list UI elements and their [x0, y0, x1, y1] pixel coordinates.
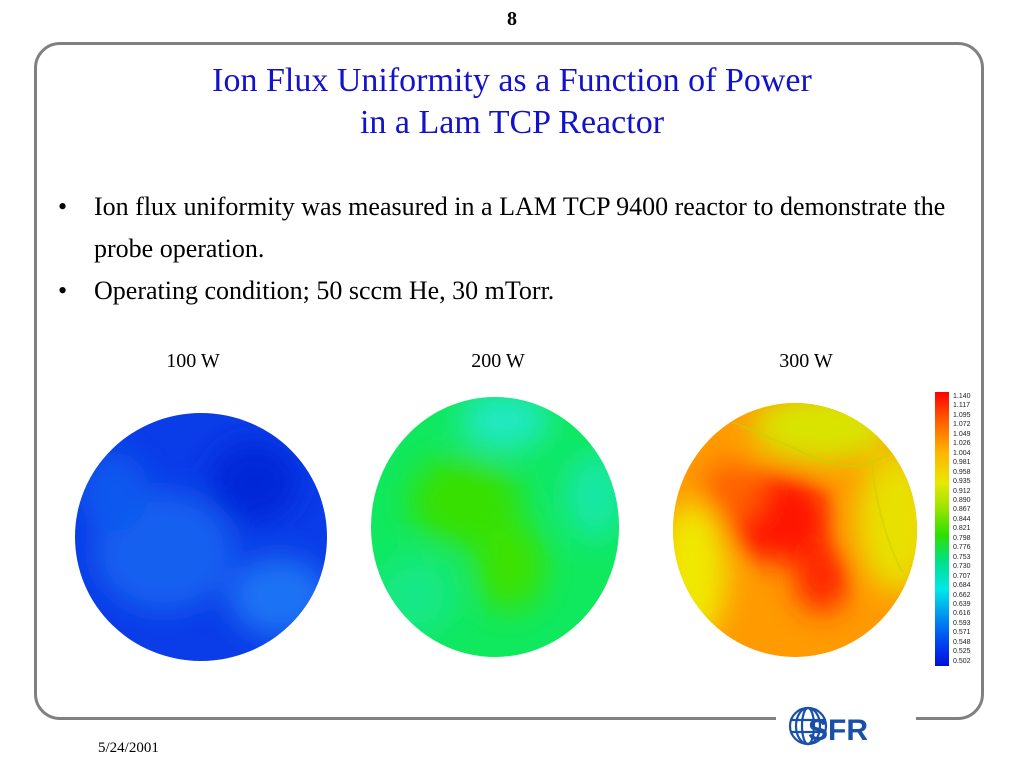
slide-frame — [34, 42, 984, 720]
color-scale-tick: 0.548 — [953, 638, 971, 646]
color-scale-tick: 0.935 — [953, 478, 971, 486]
title-line-1: Ion Flux Uniformity as a Function of Pow… — [212, 62, 812, 99]
color-scale-tick: 0.525 — [953, 648, 971, 656]
color-scale-tick: 0.593 — [953, 619, 971, 627]
panel-label-100w: 100 W — [166, 350, 220, 372]
color-scale-tick: 1.004 — [953, 449, 971, 457]
color-scale-tick: 0.821 — [953, 525, 971, 533]
flux-map-100w — [75, 413, 327, 661]
color-scale-tick: 0.753 — [953, 553, 971, 561]
color-scale-tick: 0.707 — [953, 572, 971, 580]
bullet-dot-icon: • — [58, 192, 68, 221]
flux-map-200w — [371, 397, 619, 657]
color-scale-tick: 0.730 — [953, 563, 971, 571]
color-scale-tick: 0.776 — [953, 544, 971, 552]
color-scale-tick: 0.798 — [953, 534, 971, 542]
panel-label-200w: 200 W — [471, 350, 525, 372]
color-scale-tick: 0.844 — [953, 515, 971, 523]
flux-map-300w — [673, 403, 917, 657]
slide-title: Ion Flux Uniformity as a Function of Pow… — [0, 60, 1024, 144]
color-scale-tick: 0.867 — [953, 506, 971, 514]
sfr-logo: SFR — [788, 706, 868, 747]
bullet-item: • Ion flux uniformity was measured in a L… — [58, 186, 968, 270]
color-scale-tick: 0.890 — [953, 496, 971, 504]
color-scale-tick: 1.095 — [953, 411, 971, 419]
bullet-text: Ion flux uniformity was measured in a LA… — [94, 192, 946, 263]
color-scale-tick: 0.958 — [953, 468, 971, 476]
footer-date: 5/24/2001 — [98, 740, 159, 756]
bullet-list: • Ion flux uniformity was measured in a L… — [58, 186, 968, 312]
color-scale-tick: 0.662 — [953, 591, 971, 599]
color-scale-tick: 0.912 — [953, 487, 971, 495]
color-scale-tick: 0.571 — [953, 629, 971, 637]
color-scale-tick: 1.117 — [953, 402, 970, 410]
color-scale-tick: 1.072 — [953, 421, 971, 429]
bullet-item: • Operating condition; 50 sccm He, 30 mTo… — [58, 270, 968, 312]
title-line-2: in a Lam TCP Reactor — [359, 104, 665, 141]
color-scale-ticks: 1.140 1.117 1.095 1.072 1.049 1.026 1.004 0.981… — [953, 392, 971, 666]
logo-text: SFR — [808, 714, 868, 747]
page-number: 8 — [507, 8, 517, 30]
bullet-dot-icon: • — [58, 276, 68, 305]
color-scale-tick: 0.684 — [953, 582, 971, 590]
panel-label-300w: 300 W — [779, 350, 833, 372]
color-scale-tick: 0.981 — [953, 459, 971, 467]
color-scale-tick: 1.026 — [953, 440, 971, 448]
color-scale-tick: 0.502 — [953, 657, 971, 665]
color-scale-bar — [935, 392, 949, 666]
color-scale-tick: 0.616 — [953, 610, 971, 618]
color-scale-tick: 1.140 — [953, 393, 971, 400]
color-scale-tick: 1.049 — [953, 430, 971, 438]
color-scale-tick: 0.639 — [953, 600, 971, 608]
bullet-text: Operating condition; 50 sccm He, 30 mTor… — [94, 276, 555, 305]
